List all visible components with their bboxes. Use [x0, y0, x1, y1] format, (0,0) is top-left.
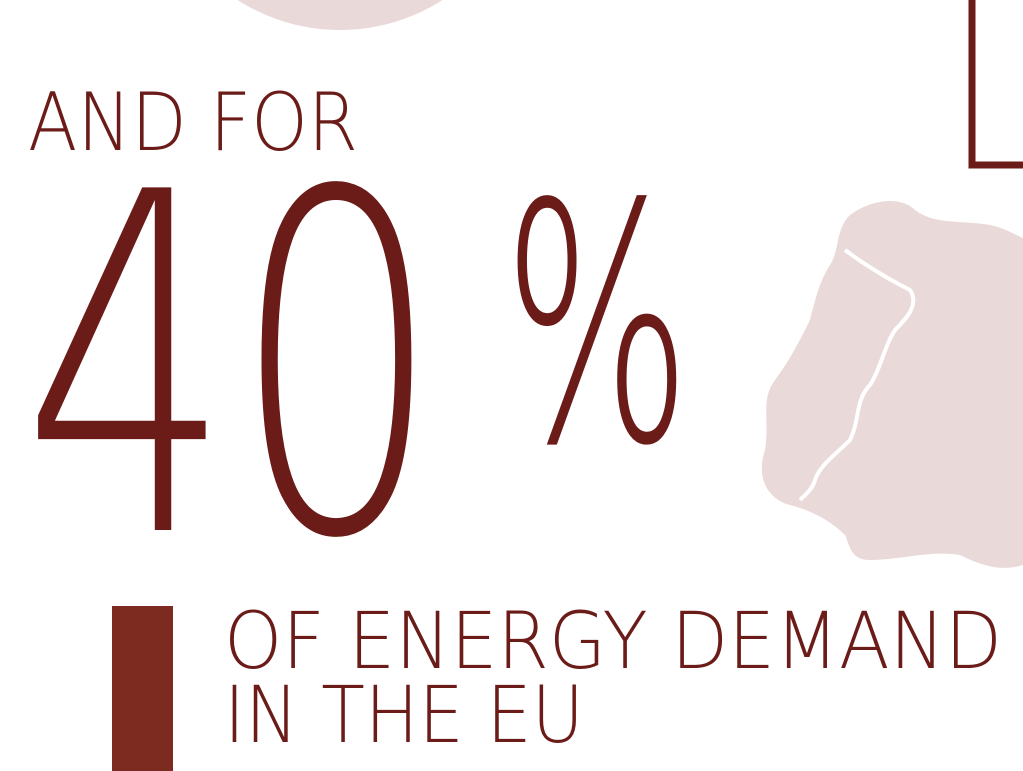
caption-line: IN THE EU [224, 671, 584, 761]
decor-circle [237, 0, 443, 30]
decor-outline [968, 0, 1023, 169]
map-iberia [761, 200, 1023, 568]
headline-figure: 40 [22, 94, 442, 641]
caption-line: OF ENERGY DEMAND [224, 597, 1002, 687]
intro-text: AND FOR [28, 76, 358, 169]
map-border [798, 248, 916, 502]
accent-bar [112, 606, 173, 771]
headline-unit: % [503, 134, 691, 518]
